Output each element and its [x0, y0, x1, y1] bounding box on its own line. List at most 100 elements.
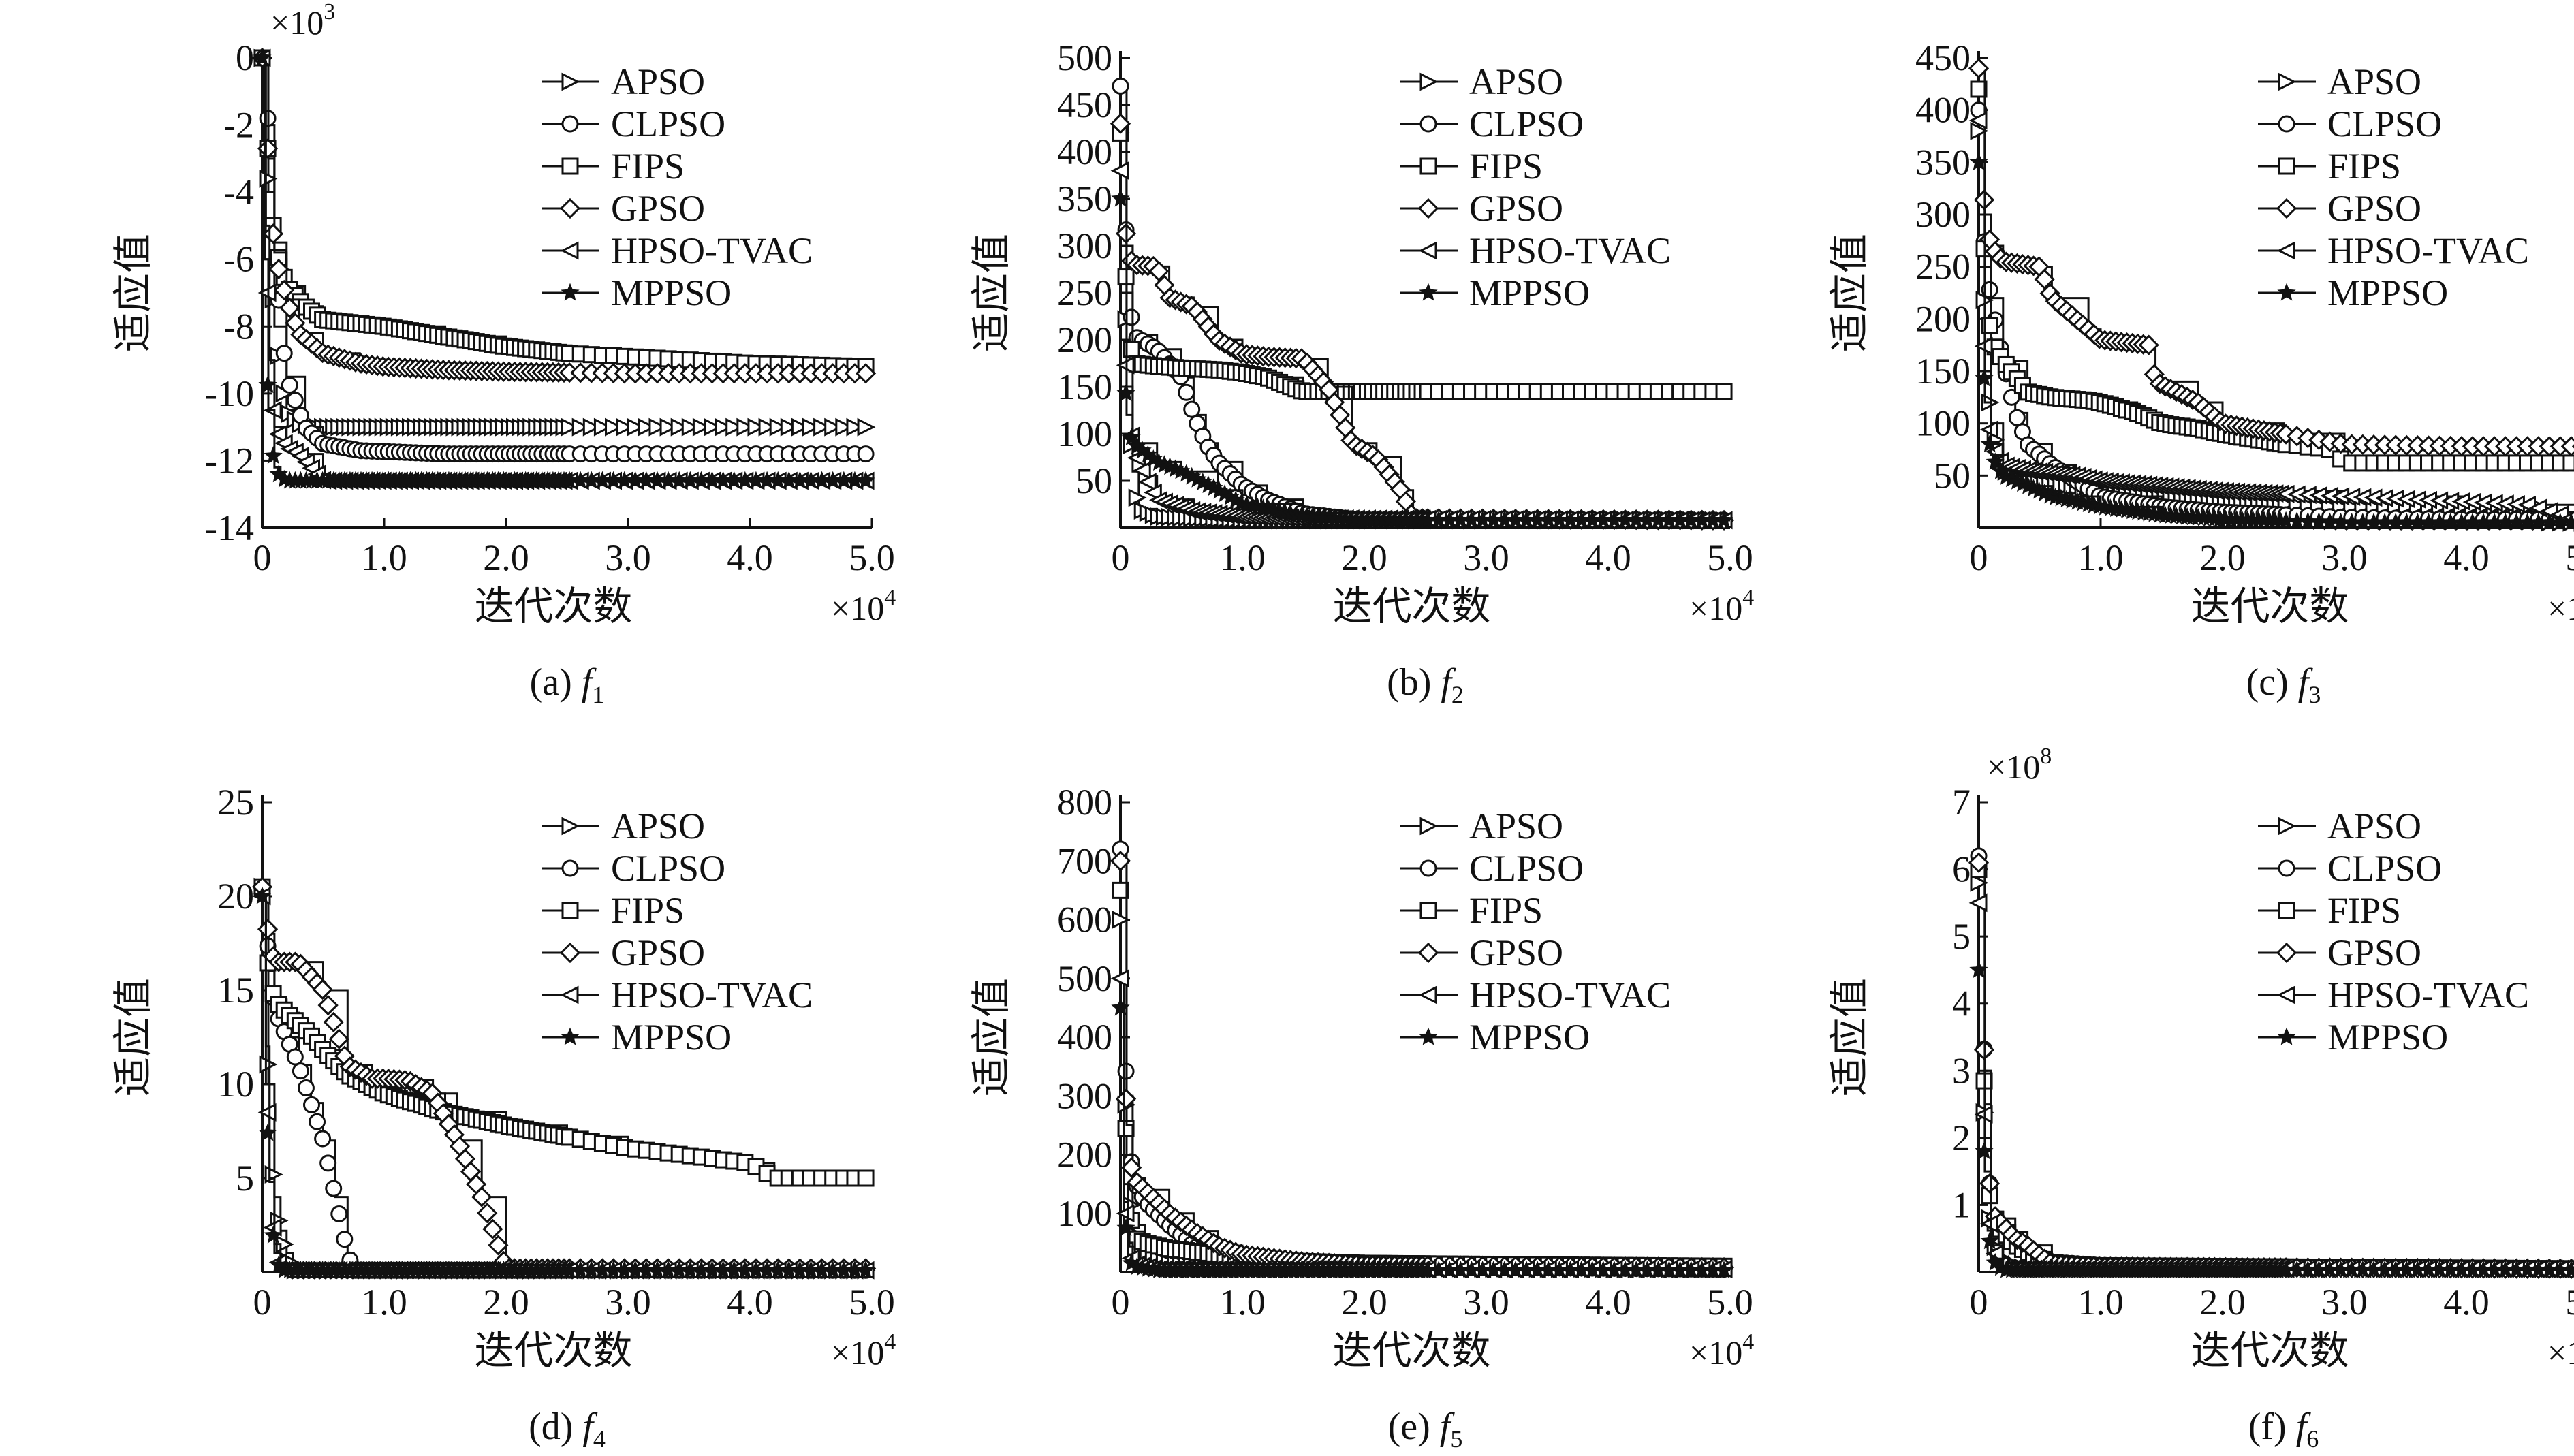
legend-marker [561, 944, 579, 962]
x-tick-label: 0 [1112, 537, 1130, 578]
legend-label: HPSO-TVAC [611, 975, 813, 1015]
legend-marker [2278, 200, 2295, 217]
subplot-caption: (c) f3 [2246, 661, 2321, 708]
y-tick-label: -8 [223, 306, 254, 347]
legend-marker [2279, 861, 2294, 876]
y-multiplier: ×108 [1987, 744, 2052, 786]
legend-marker [1421, 987, 1436, 1002]
legend-label: MPPSO [611, 1017, 732, 1058]
x-tick-label: 1.0 [361, 1282, 407, 1323]
legend-label: CLPSO [1469, 104, 1584, 144]
legend-marker [1420, 1028, 1437, 1045]
data-point [1113, 78, 1128, 93]
y-tick-label: -14 [205, 507, 254, 548]
y-tick-label: -10 [205, 373, 254, 414]
legend-label: MPPSO [1469, 1017, 1590, 1058]
legend-label: HPSO-TVAC [1469, 230, 1671, 271]
legend-label: MPPSO [2327, 272, 2448, 313]
legend-marker [2278, 1028, 2295, 1045]
legend-label: APSO [2327, 61, 2421, 102]
y-tick-label: 300 [1915, 194, 1971, 235]
legend-label: CLPSO [611, 104, 725, 144]
x-tick-label: 4.0 [727, 537, 773, 578]
y-axis-title: 适应值 [1826, 978, 1872, 1096]
y-axis-title: 适应值 [1826, 234, 1872, 352]
data-point [326, 1181, 341, 1196]
subplot-c: 5010015020025030035040045001.02.03.04.05… [1716, 0, 2561, 708]
data-point [2564, 456, 2574, 471]
y-tick-label: -2 [223, 105, 254, 146]
legend-marker [1421, 243, 1436, 258]
y-tick-label: 300 [1057, 1075, 1112, 1116]
legend-label: CLPSO [1469, 848, 1584, 889]
series-line [1120, 979, 1730, 1269]
legend-marker [563, 903, 578, 918]
data-point [489, 1236, 507, 1254]
legend-marker [563, 819, 578, 834]
legend-label: HPSO-TVAC [611, 230, 813, 271]
y-tick-label: 250 [1915, 247, 1971, 287]
y-axis-title: 适应值 [968, 978, 1014, 1096]
legend-marker [563, 159, 578, 174]
legend-marker [1420, 284, 1437, 300]
series-hpso-tvac [1113, 163, 1731, 528]
legend-label: FIPS [2327, 146, 2401, 187]
series-apso [1971, 875, 2574, 1276]
data-point [282, 378, 297, 393]
y-tick-label: 400 [1057, 131, 1112, 172]
y-tick-label: 4 [1952, 983, 1971, 1024]
legend-marker [563, 243, 578, 258]
series-line [1979, 883, 2574, 1269]
data-point [337, 1232, 352, 1247]
series-apso [1113, 913, 1731, 1277]
x-tick-label: 4.0 [1585, 1282, 1631, 1323]
y-tick-label: 150 [1057, 366, 1112, 407]
legend-marker [2279, 243, 2294, 258]
x-tick-label: 5.0 [2565, 1282, 2574, 1323]
x-tick-label: 3.0 [605, 537, 651, 578]
x-tick-label: 4.0 [2443, 537, 2490, 578]
series-clpso [1971, 849, 2574, 1276]
legend-marker [2279, 987, 2294, 1002]
x-tick-label: 0 [253, 537, 272, 578]
series-fips [1971, 862, 2574, 1276]
x-tick-label: 0 [1970, 1282, 1988, 1323]
y-tick-label: 100 [1915, 403, 1971, 444]
legend-marker [2279, 116, 2294, 131]
x-tick-label: 1.0 [2077, 1282, 2124, 1323]
x-tick-label: 1.0 [1219, 1282, 1266, 1323]
y-tick-label: 100 [1057, 413, 1112, 454]
y-tick-label: 5 [1952, 916, 1971, 957]
x-axis-title: 迭代次数 [474, 583, 632, 629]
y-tick-label: 7 [1952, 782, 1971, 823]
legend-marker [1419, 200, 1437, 217]
y-axis-title: 适应值 [110, 234, 156, 352]
legend-marker [562, 1028, 579, 1045]
data-point [321, 1156, 336, 1171]
legend-marker [2278, 284, 2295, 300]
y-tick-label: 3 [1952, 1050, 1971, 1091]
legend-label: FIPS [2327, 890, 2401, 931]
y-tick-label: 6 [1952, 849, 1971, 890]
legend-label: HPSO-TVAC [2327, 230, 2529, 271]
data-point [478, 1204, 496, 1222]
data-point [277, 346, 292, 361]
y-tick-label: 50 [1934, 455, 1971, 496]
y-tick-label: 5 [236, 1158, 254, 1199]
x-tick-label: 2.0 [1341, 1282, 1387, 1323]
series-line [1979, 856, 2574, 1269]
axes: 5010015020025030035040045001.02.03.04.05… [1915, 37, 2574, 627]
x-axis-title: 迭代次数 [2191, 1327, 2349, 1374]
legend-label: APSO [611, 806, 705, 846]
x-tick-label: 1.0 [361, 537, 407, 578]
x-tick-label: 2.0 [1341, 537, 1387, 578]
subplot-caption: (e) f5 [1388, 1406, 1463, 1453]
